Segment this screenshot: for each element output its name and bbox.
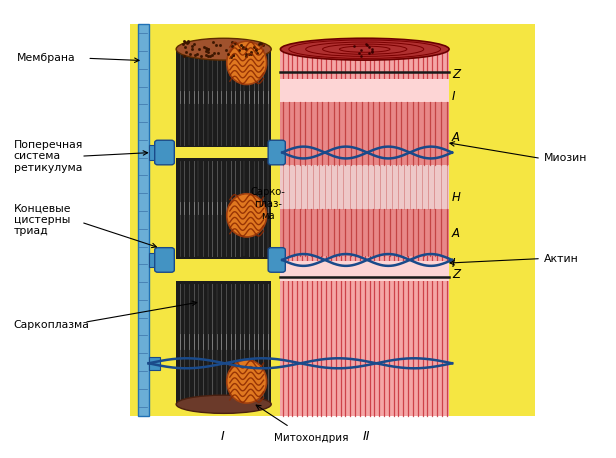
Text: Сарко-
плаз-
ма: Сарко- плаз- ма [251,187,286,221]
Bar [137,24,148,416]
Text: Мембрана: Мембрана [17,53,75,63]
Text: II: II [362,430,370,442]
Ellipse shape [227,360,267,403]
Text: A: A [452,227,460,240]
Text: Концевые
цистерны
триад: Концевые цистерны триад [14,203,71,236]
Ellipse shape [176,395,271,414]
Text: Актин: Актин [544,254,579,264]
Text: Митохондрия: Митохондрия [274,433,348,443]
Ellipse shape [280,38,449,60]
Ellipse shape [227,194,267,237]
FancyBboxPatch shape [268,248,285,272]
FancyBboxPatch shape [155,140,174,165]
Ellipse shape [176,38,271,60]
Text: H: H [452,191,461,204]
Text: Поперечная
система
ретикулума: Поперечная система ретикулума [14,140,83,173]
Bar [148,253,160,267]
Bar [148,145,160,160]
Text: Z: Z [452,68,460,81]
Bar [176,281,271,404]
Bar [280,208,449,256]
Bar [176,49,271,147]
Bar [280,261,449,281]
Bar [280,165,449,208]
Text: A: A [452,131,460,144]
Bar [130,24,535,416]
Bar [280,51,449,416]
Text: I: I [452,256,456,270]
FancyBboxPatch shape [268,140,285,165]
Ellipse shape [227,41,267,84]
Text: Миозин: Миозин [544,153,588,164]
Text: Z: Z [452,268,460,281]
Bar [176,158,271,259]
FancyBboxPatch shape [155,248,174,272]
Bar [280,102,449,165]
Bar [148,357,160,370]
Text: I: I [452,91,456,104]
Bar [280,79,449,102]
Text: Саркоплазма: Саркоплазма [14,320,89,330]
Text: I: I [221,430,224,442]
